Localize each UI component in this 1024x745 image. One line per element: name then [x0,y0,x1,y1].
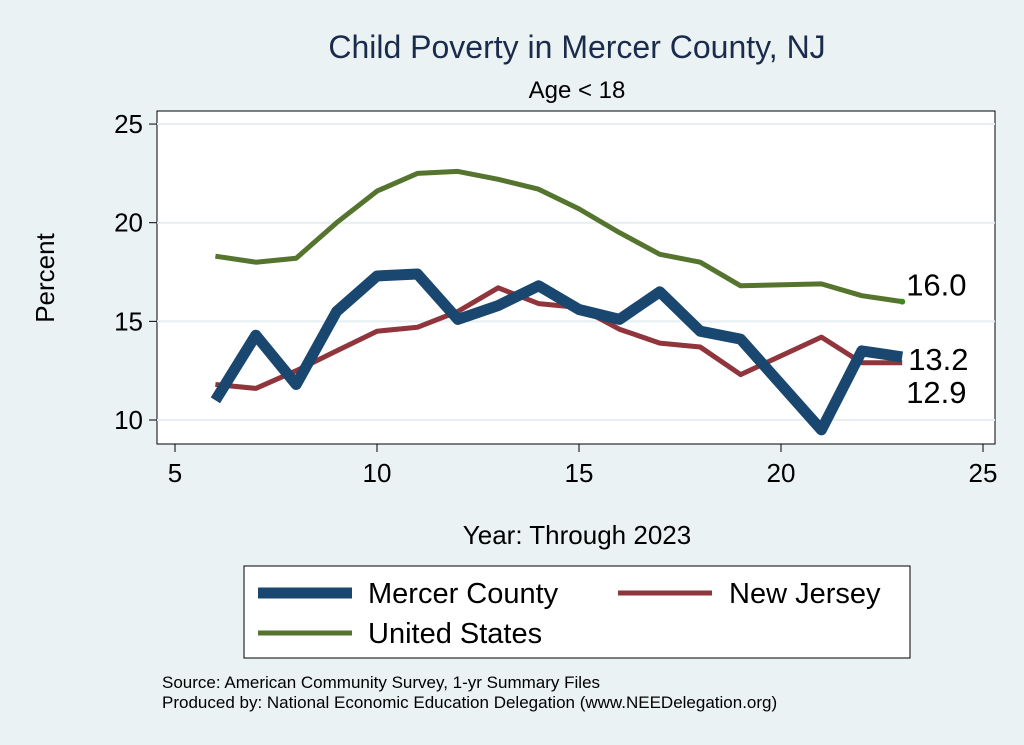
x-tick-label: 20 [767,458,796,488]
chart-title: Child Poverty in Mercer County, NJ [328,29,825,65]
series-line-mercer-county [210,268,904,436]
axes: 10 15 20 25 5 10 15 20 25 [114,109,997,488]
plot-area [156,110,996,445]
x-tick-label: 25 [969,458,998,488]
x-axis-title: Year: Through 2023 [463,520,691,550]
y-tick-label: 10 [114,405,143,435]
source-note: Source: American Community Survey, 1-yr … [162,673,600,692]
gridlines [157,123,995,421]
y-tick-label: 15 [114,306,143,336]
end-label-new-jersey: 12.9 [906,375,966,410]
y-tick-label: 20 [114,208,143,238]
legend-box [243,565,911,659]
chart-subtitle: Age < 18 [529,77,626,104]
series-line-united-states [215,168,903,305]
x-tick-label: 15 [565,458,594,488]
legend-label-mercer: Mercer County [368,578,559,610]
producer-note: Produced by: National Economic Education… [162,693,777,712]
legend-label-us: United States [368,618,542,650]
series-lines [210,168,906,436]
x-tick-label: 10 [363,458,392,488]
end-label-united-states: 16.0 [906,268,966,303]
legend-label-nj: New Jersey [729,578,881,610]
y-tick-label: 25 [114,109,143,139]
end-point-united-states [899,298,906,305]
end-labels: 13.212.9 16.0 [906,268,968,410]
end-label-mercer-county: 13.2 [908,342,968,377]
legend: Mercer County New Jersey United States [243,565,911,659]
x-tick-label: 5 [168,458,182,488]
y-axis-title: Percent [30,232,60,322]
